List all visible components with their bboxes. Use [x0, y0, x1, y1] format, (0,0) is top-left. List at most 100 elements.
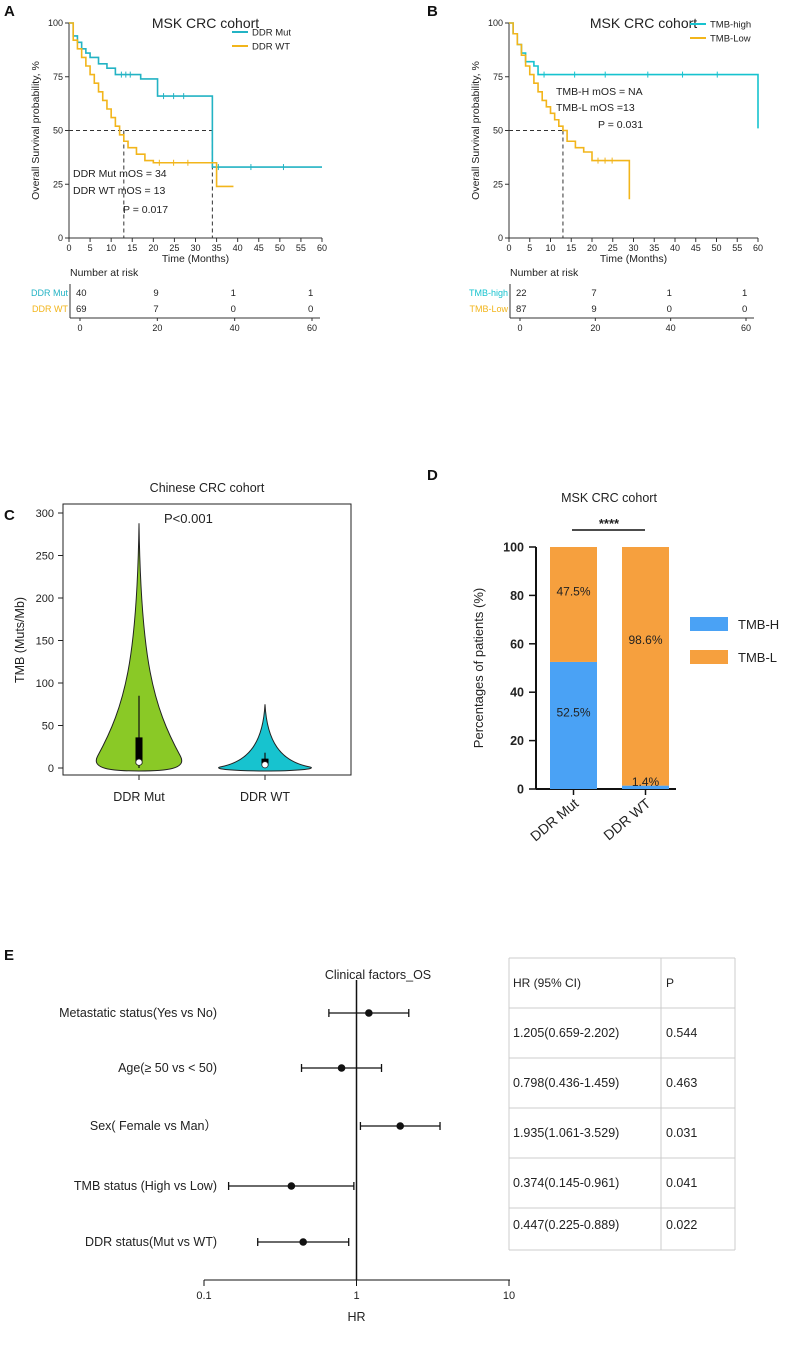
table-hr-ci: 0.374(0.145-0.961) — [513, 1176, 619, 1190]
y-tick-label: 0 — [48, 763, 54, 775]
y-tick-label: 100 — [48, 18, 63, 28]
hr-point — [337, 1064, 346, 1072]
y-tick-label: 50 — [53, 126, 63, 136]
risk-value: 0 — [231, 304, 236, 315]
chart-title: MSK CRC cohort — [590, 15, 697, 31]
y-tick-label: 150 — [36, 636, 54, 648]
risk-tick-label: 60 — [741, 323, 751, 333]
panel-c: C Chinese CRC cohort P<0.001 0 50 100 150 200 25… — [4, 481, 352, 804]
risk-tick-label: 20 — [152, 323, 162, 333]
risk-value: 7 — [153, 304, 158, 315]
y-tick-label: 25 — [493, 179, 503, 189]
chart-title: MSK CRC cohort — [561, 491, 657, 505]
x-tick-label: 10 — [545, 243, 555, 253]
annotation: P = 0.017 — [123, 204, 168, 216]
risk-tick-label: 40 — [230, 323, 240, 333]
y-tick-label: 75 — [53, 72, 63, 82]
x-tick-label: 10 — [106, 243, 116, 253]
panel-label: E — [4, 947, 14, 964]
x-tick-label: 15 — [127, 243, 137, 253]
x-tick-label: 55 — [296, 243, 306, 253]
risk-value: 0 — [742, 304, 747, 315]
table-header: P — [666, 976, 674, 990]
risk-tick-label: 20 — [590, 323, 600, 333]
forest-row-label: Age(≥ 50 vs < 50) — [118, 1061, 217, 1075]
panel-e: E Clinical factors_OS 0.1 1 10 HR Metastatic s… — [4, 947, 736, 1324]
x-tick-label: 5 — [88, 243, 93, 253]
y-tick-label: 80 — [510, 589, 524, 603]
risk-row-label: DDR WT — [32, 304, 68, 314]
y-tick-label: 60 — [510, 637, 524, 651]
y-tick-label: 40 — [510, 686, 524, 700]
hr-point — [365, 1009, 373, 1017]
risk-row-label: DDR Mut — [31, 288, 69, 298]
risk-table-heading: Number at risk — [70, 267, 139, 279]
risk-tick-label: 60 — [307, 323, 317, 333]
y-tick-label: 25 — [53, 179, 63, 189]
legend-label: TMB-L — [738, 650, 777, 665]
annotation: DDR WT mOS = 13 — [73, 185, 165, 197]
bar-tmb-l-ddr-wt — [622, 547, 669, 786]
panel-a: A0 5 10 15 20 25 30 35 40 45 50 55 600255075100Time … — [4, 3, 327, 333]
risk-value: 22 — [516, 288, 527, 299]
risk-value: 69 — [76, 304, 87, 315]
km-curve-ddr-wt — [69, 22, 234, 188]
y-tick-label: 100 — [488, 18, 503, 28]
legend-label: TMB-Low — [710, 34, 751, 45]
x-tick-label: 40 — [670, 243, 680, 253]
forest-row-label: Sex( Female vs Man） — [90, 1119, 217, 1133]
x-tick-label: DDR Mut — [113, 790, 165, 804]
x-axis-title: HR — [347, 1310, 365, 1324]
table-hr-ci: 0.798(0.436-1.459) — [513, 1076, 619, 1090]
x-tick-label: DDR Mut — [527, 795, 581, 844]
y-tick-label: 0 — [517, 783, 524, 797]
annotation: DDR Mut mOS = 34 — [73, 168, 167, 180]
risk-row-label: TMB-high — [469, 288, 508, 298]
x-tick-label: 50 — [711, 243, 721, 253]
bar-tmb-h-ddr-mut — [550, 661, 597, 789]
forest-row-label: DDR status(Mut vs WT) — [85, 1235, 217, 1249]
table-p-value: 0.031 — [666, 1126, 697, 1140]
bar-value-label: 47.5% — [556, 584, 590, 598]
y-tick-label: 100 — [36, 678, 54, 690]
x-tick-label: 20 — [148, 243, 158, 253]
x-tick-label: 10 — [503, 1290, 515, 1302]
annotation: TMB-H mOS = NA — [556, 86, 643, 98]
risk-value: 1 — [742, 288, 747, 299]
panel-label: B — [427, 3, 438, 20]
annotation: P = 0.031 — [598, 119, 643, 131]
legend-label: DDR WT — [252, 42, 290, 53]
risk-value: 0 — [667, 304, 672, 315]
table-p-value: 0.041 — [666, 1176, 697, 1190]
x-tick-label: 1 — [353, 1290, 359, 1302]
chart-title: MSK CRC cohort — [152, 15, 259, 31]
legend-swatch — [690, 650, 728, 664]
risk-value: 87 — [516, 304, 527, 315]
risk-value: 9 — [591, 304, 596, 315]
x-tick-label: 0.1 — [196, 1290, 211, 1302]
x-axis-title: Time (Months) — [162, 253, 229, 265]
bar-tmb-l-ddr-mut — [550, 547, 597, 662]
y-tick-label: 75 — [493, 72, 503, 82]
hr-point — [299, 1238, 307, 1246]
violin-median-dot — [135, 758, 143, 766]
y-tick-label: 50 — [493, 126, 503, 136]
violin-ddr-wt — [218, 704, 312, 772]
x-tick-label: 45 — [254, 243, 264, 253]
x-tick-label: 25 — [608, 243, 618, 253]
panel-b: B0 5 10 15 20 25 30 35 40 45 50 55 600255075100Time … — [427, 3, 763, 333]
legend-swatch — [690, 617, 728, 631]
legend-label: TMB-H — [738, 617, 779, 632]
violin-ddr-mut — [95, 523, 183, 772]
risk-value: 7 — [591, 288, 596, 299]
y-axis-title: Overall Survival probability, % — [30, 61, 42, 200]
x-tick-label: 60 — [753, 243, 763, 253]
x-tick-label: 35 — [649, 243, 659, 253]
x-tick-label: 30 — [190, 243, 200, 253]
x-tick-label: 35 — [212, 243, 222, 253]
x-tick-label: 20 — [587, 243, 597, 253]
x-tick-label: 50 — [275, 243, 285, 253]
y-tick-label: 300 — [36, 508, 54, 520]
table-hr-ci: 1.935(1.061-3.529) — [513, 1126, 619, 1140]
panel-label: A — [4, 3, 15, 20]
